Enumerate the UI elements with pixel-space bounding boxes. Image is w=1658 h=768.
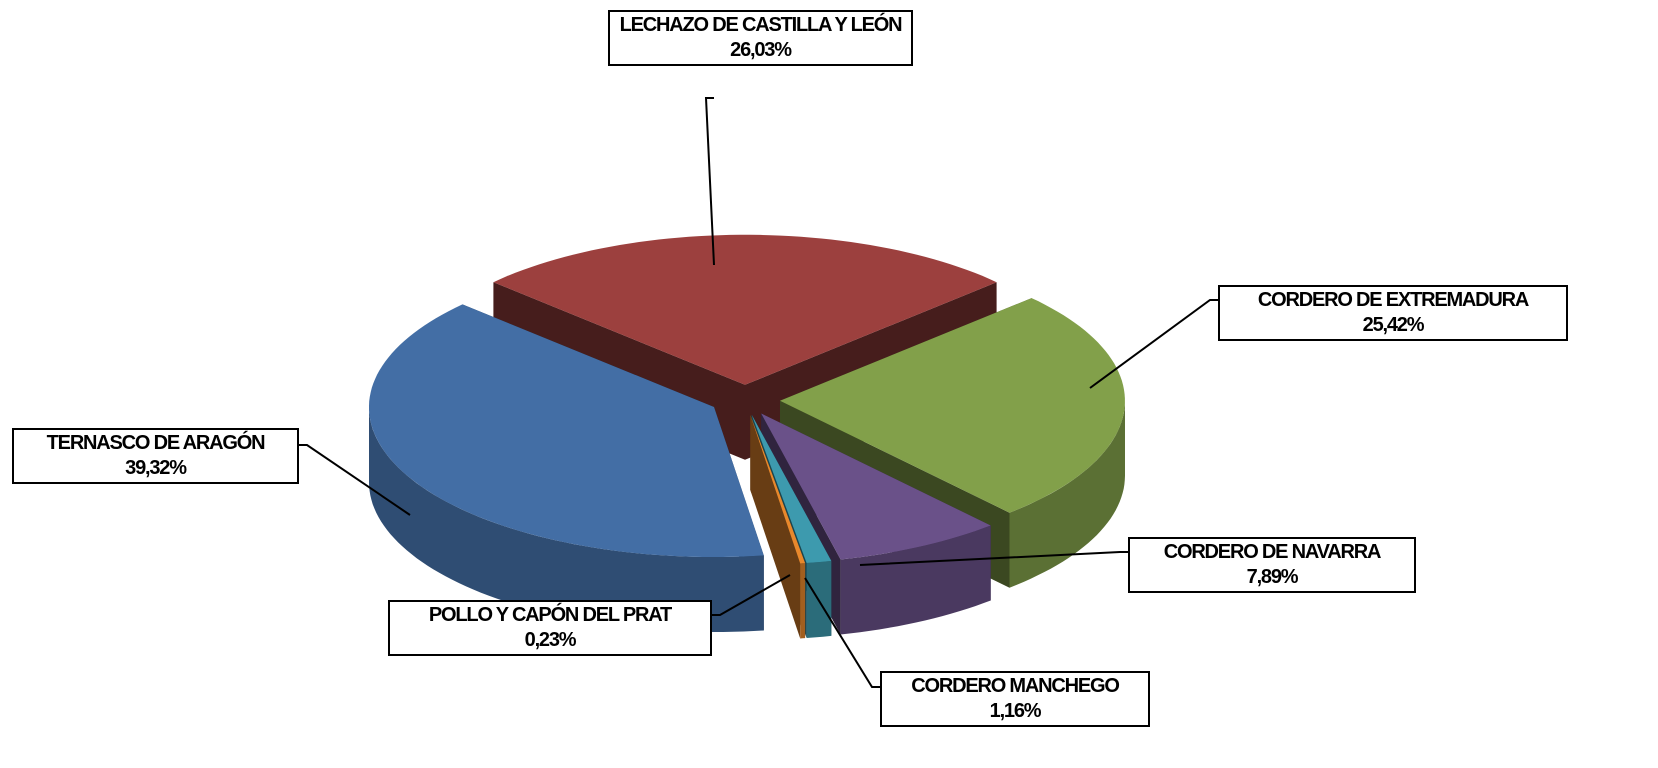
leader-line — [859, 551, 1128, 566]
slice — [369, 304, 764, 632]
label-value: 7,89% — [1246, 566, 1299, 588]
label-name: CORDERO DE EXTREMADURA — [1257, 289, 1529, 311]
label-name: TERNASCO DE ARAGÓN — [46, 432, 266, 454]
label-name: CORDERO MANCHEGO — [911, 675, 1120, 697]
leader-line — [712, 574, 791, 616]
leader-line — [704, 97, 715, 266]
slice-side — [840, 525, 991, 635]
label-name: POLLO Y CAPÓN DEL PRAT — [428, 604, 672, 626]
data-label: CORDERO DE NAVARRA 7,89% — [1128, 537, 1416, 593]
slice — [780, 298, 1125, 513]
data-label: CORDERO DE EXTREMADURA 25,42% — [1218, 285, 1568, 341]
label-value: 1,16% — [989, 700, 1042, 722]
slice-wall — [750, 415, 801, 639]
label-name: CORDERO DE NAVARRA — [1163, 541, 1382, 563]
data-label: POLLO Y CAPÓN DEL PRAT 0,23% — [388, 600, 712, 656]
data-label: TERNASCO DE ARAGÓN 39,32% — [12, 428, 299, 484]
slice-side — [1009, 400, 1125, 588]
slice — [751, 414, 832, 563]
slice — [493, 234, 997, 385]
slice-side — [800, 563, 806, 639]
leader-line — [299, 444, 411, 516]
label-value: 39,32% — [125, 457, 187, 479]
label-name: LECHAZO DE CASTILLA Y LEÓN — [619, 14, 903, 36]
data-label: CORDERO MANCHEGO 1,16% — [880, 671, 1150, 727]
leader-line — [804, 577, 880, 688]
leader-line — [1089, 299, 1218, 389]
label-value: 25,42% — [1362, 314, 1425, 336]
slice — [761, 413, 991, 560]
slice — [750, 415, 806, 639]
slice — [750, 415, 806, 564]
slice-side — [369, 407, 764, 632]
slice — [369, 304, 764, 557]
data-label: LECHAZO DE CASTILLA Y LEÓN 26,03% — [608, 10, 913, 66]
label-value: 0,23% — [524, 629, 577, 651]
label-value: 26,03% — [730, 39, 792, 61]
